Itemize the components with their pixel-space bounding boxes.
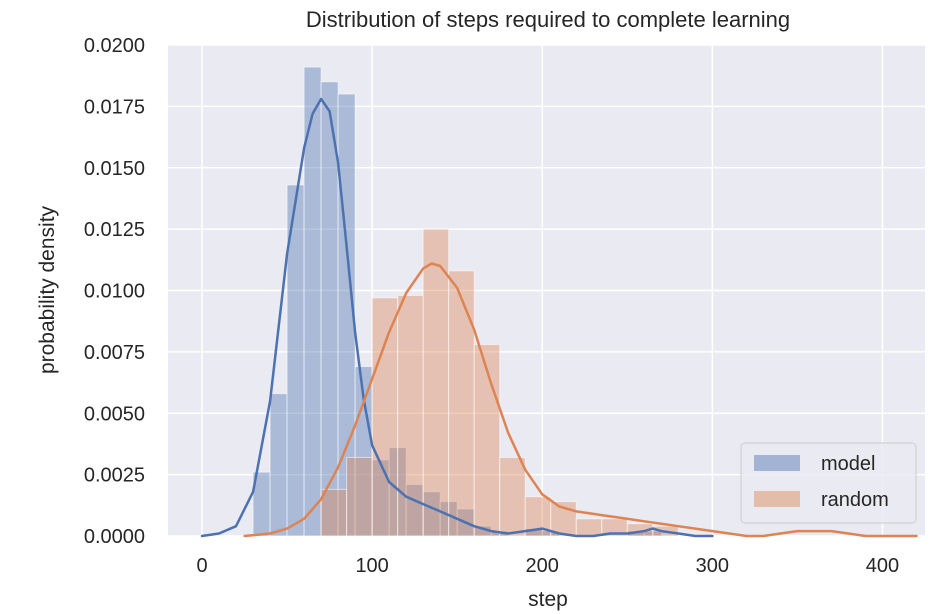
- y-tick-label: 0.0100: [84, 281, 145, 303]
- histogram-bar-model: [269, 393, 288, 537]
- kde-curves: [200, 97, 918, 538]
- x-tick-labels: 0 100 200 300 400: [196, 555, 899, 577]
- histogram-bar-random: [448, 270, 475, 537]
- y-axis-label: probability density: [36, 205, 59, 374]
- x-tick-label: 0: [196, 555, 207, 577]
- legend-swatch-model: [754, 455, 800, 471]
- histogram-bar-random: [371, 297, 399, 537]
- legend-label-model: model: [821, 453, 875, 475]
- y-tick-label: 0.0025: [84, 465, 145, 487]
- histogram-bar-random: [575, 518, 603, 537]
- x-tick-label: 200: [526, 555, 559, 577]
- grid-lines: [168, 44, 925, 537]
- legend: model random: [740, 442, 917, 524]
- chart-title: Distribution of steps required to comple…: [306, 7, 790, 32]
- histogram-bar-random: [473, 344, 501, 537]
- histogram-bars: [252, 66, 679, 537]
- kde-line-random: [243, 262, 918, 538]
- histogram-bar-random: [397, 294, 424, 537]
- x-axis-label: step: [528, 588, 568, 611]
- legend-swatch-random: [754, 491, 800, 507]
- y-tick-label: 0.0075: [84, 342, 145, 364]
- y-tick-label: 0.0200: [84, 35, 145, 57]
- y-tick-label: 0.0000: [84, 526, 145, 548]
- histogram-bar-random: [346, 456, 373, 537]
- x-tick-label: 300: [696, 555, 729, 577]
- y-tick-label: 0.0125: [84, 219, 145, 241]
- y-tick-labels: 0.0000 0.0025 0.0050 0.0075 0.0100 0.0125 0.01…: [84, 35, 145, 548]
- histogram-bar-random: [422, 228, 450, 537]
- x-tick-label: 100: [355, 555, 388, 577]
- histogram-bar-random: [320, 488, 348, 537]
- histogram-bar-random: [499, 456, 526, 537]
- y-tick-label: 0.0050: [84, 403, 145, 425]
- y-tick-label: 0.0150: [84, 158, 145, 180]
- x-tick-label: 400: [866, 555, 899, 577]
- y-tick-label: 0.0175: [84, 96, 145, 118]
- legend-frame: [740, 442, 917, 524]
- legend-label-random: random: [821, 489, 889, 511]
- kde-line-model: [200, 97, 714, 538]
